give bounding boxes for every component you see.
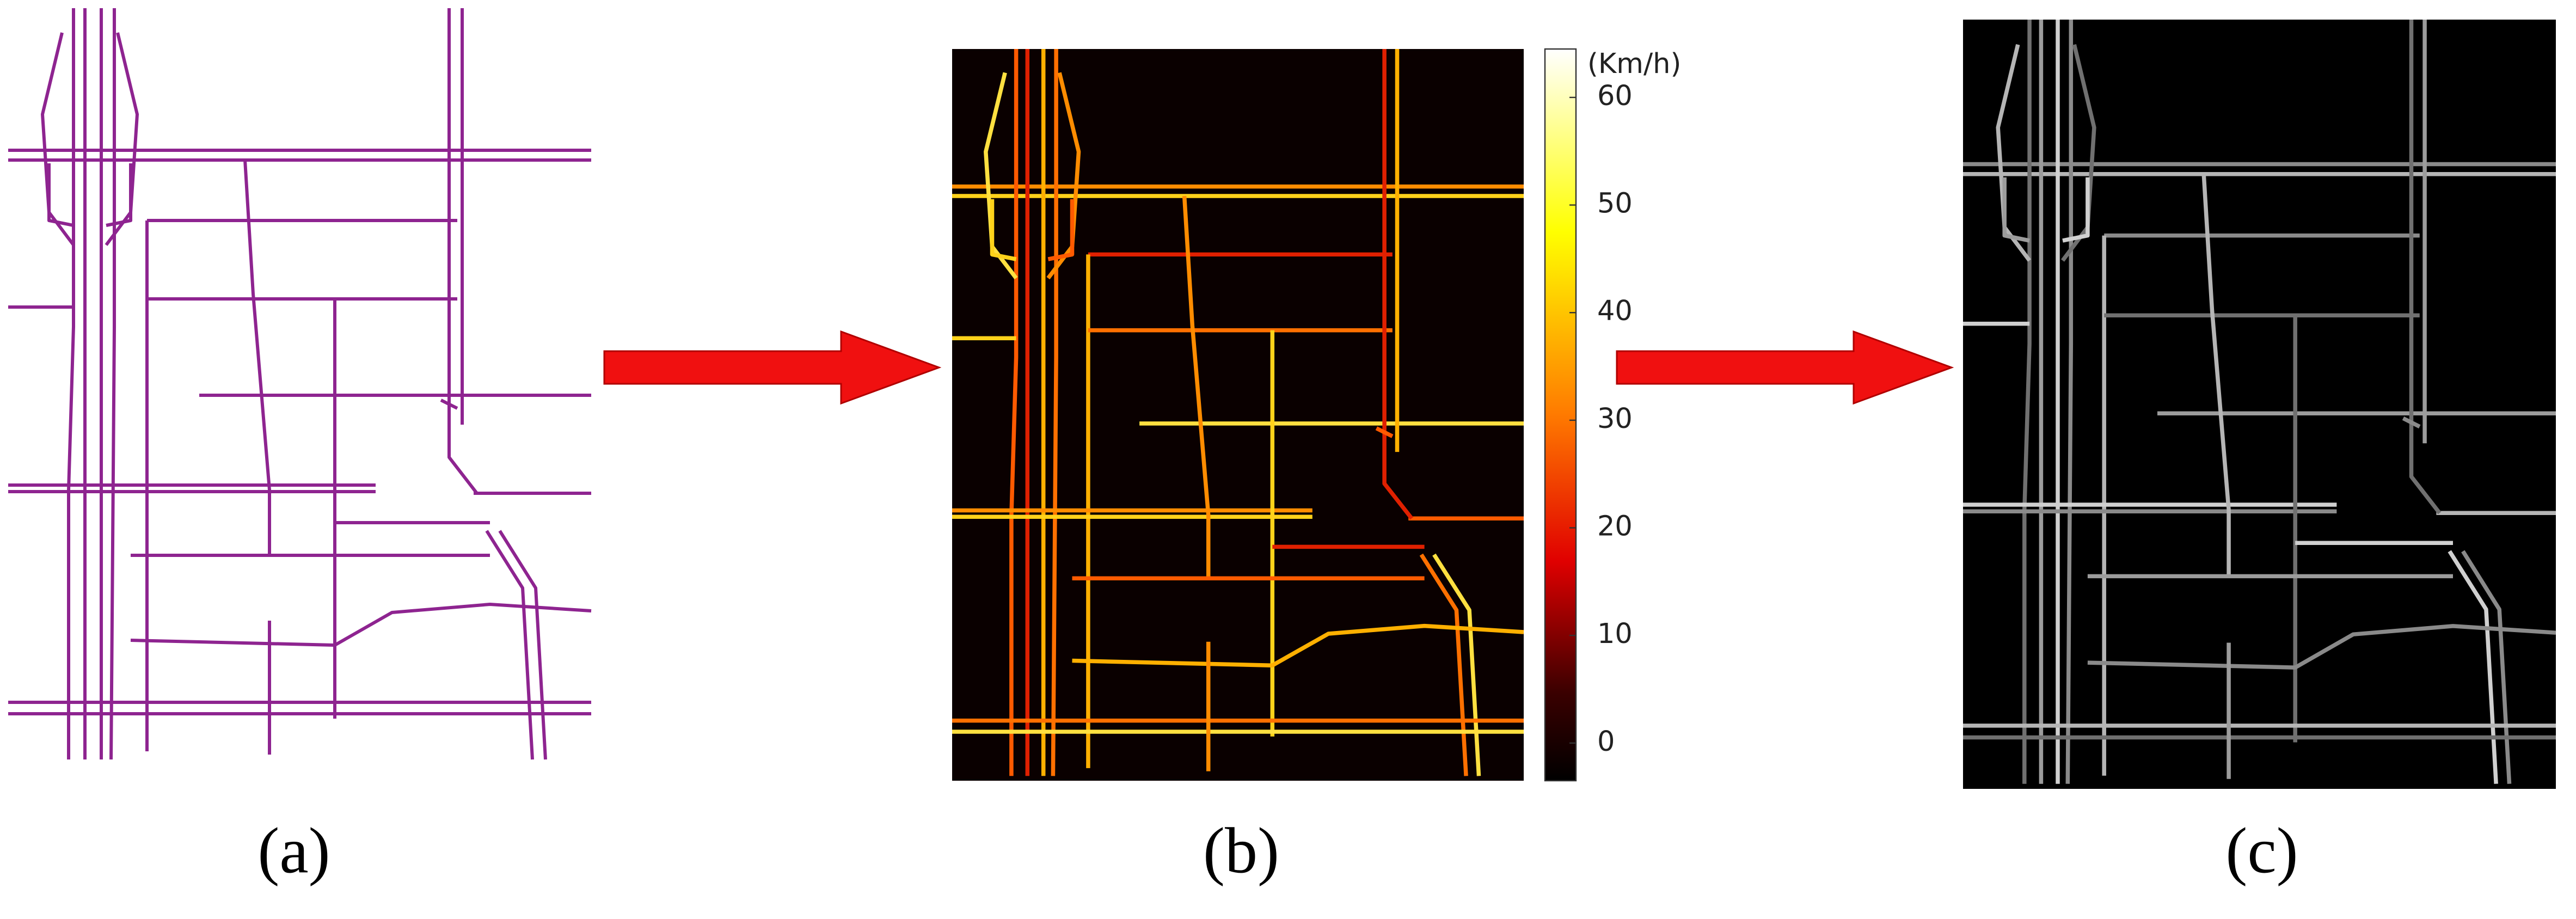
road [2409, 19, 2442, 514]
road [447, 8, 479, 494]
road [1182, 195, 1211, 579]
road [41, 32, 75, 246]
colorbar-unit: (Km/h) [1587, 48, 1681, 80]
road [2402, 416, 2421, 428]
road [1051, 48, 1058, 776]
colorbar-tick-label: 0 [1597, 726, 1615, 758]
road [2022, 19, 2032, 784]
colorbar-ramp [1544, 48, 1577, 782]
road [67, 8, 76, 759]
arrow [1616, 330, 1954, 405]
colorbar-tick-label: 40 [1597, 295, 1633, 327]
road [2062, 177, 2090, 243]
road [2201, 174, 2231, 577]
colorbar-tick-label: 20 [1597, 511, 1633, 543]
road [109, 8, 116, 760]
road [2065, 19, 2074, 784]
road [106, 163, 133, 227]
panel-a-bg [8, 8, 592, 764]
colorbar-tick-label: 30 [1597, 403, 1633, 435]
road [130, 602, 592, 647]
arrow [603, 330, 942, 405]
road-layers [8, 8, 2556, 784]
road [47, 163, 74, 227]
colorbar-tick-label: 60 [1597, 80, 1633, 112]
road [2061, 44, 2096, 262]
road [105, 32, 139, 246]
colorbar-tick-label: 50 [1597, 188, 1633, 220]
panel-label: (b) [1203, 814, 1279, 887]
road [990, 199, 1017, 261]
colorbar-tick-label: 10 [1597, 618, 1633, 650]
road [1009, 48, 1019, 776]
road [1375, 426, 1394, 438]
road [2087, 624, 2556, 670]
road [1996, 44, 2032, 262]
road [984, 72, 1018, 280]
road [1382, 48, 1414, 520]
panel-label: (c) [2225, 814, 2298, 887]
road [440, 399, 458, 410]
colorbar: (Km/h) 0 10 20 30 40 50 60 [1544, 48, 1681, 782]
road [1046, 72, 1081, 280]
road [1047, 199, 1075, 261]
road [2002, 177, 2030, 243]
road [1072, 623, 1524, 667]
panel-b-bg [952, 48, 1524, 781]
road [243, 160, 272, 555]
panel-label: (a) [257, 814, 330, 887]
panel-c-bg [1962, 19, 2556, 789]
